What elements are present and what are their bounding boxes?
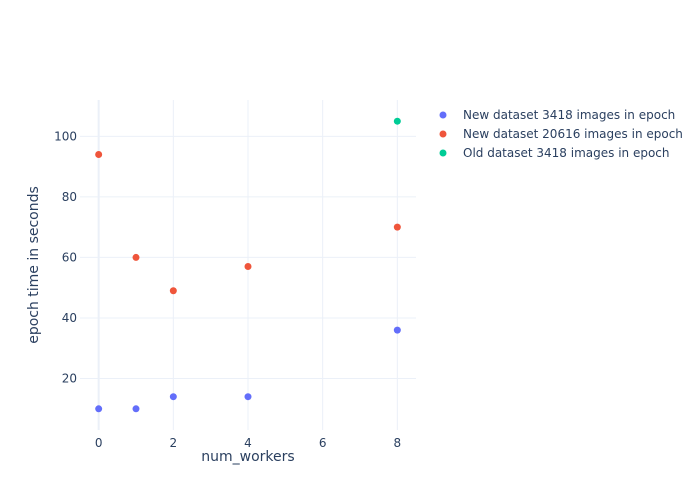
legend[interactable]: New dataset 3418 images in epoch New data… [439,108,683,160]
legend-marker [439,130,447,138]
x-axis-title: num_workers [201,449,294,465]
data-point[interactable] [169,393,177,401]
data-point[interactable] [244,263,252,271]
series-1 [95,326,401,413]
legend-label: New dataset 3418 images in epoch [463,108,675,122]
y-tick-label: 20 [62,372,77,386]
data-point[interactable] [95,150,103,158]
x-tick-label: 6 [319,436,327,450]
legend-marker [439,111,447,119]
legend-marker [439,149,447,157]
data-point[interactable] [95,405,103,413]
x-tick-label: 8 [394,436,402,450]
x-tick-label: 0 [95,436,103,450]
data-point[interactable] [169,287,177,295]
x-tick-label: 4 [244,436,252,450]
data-point[interactable] [393,117,401,125]
series-3 [393,117,401,125]
legend-item[interactable]: New dataset 3418 images in epoch [439,108,676,122]
data-point[interactable] [244,393,252,401]
y-tick-label: 80 [62,190,77,204]
data-point[interactable] [132,405,140,413]
data-point[interactable] [393,223,401,231]
y-axis-title: epoch time in seconds [26,186,42,344]
data-point[interactable] [132,253,140,261]
data-points[interactable] [95,117,401,413]
legend-item[interactable]: New dataset 20616 images in epoch [439,127,683,141]
y-tick-label: 60 [62,250,77,264]
y-tick-label: 100 [54,129,77,143]
legend-item[interactable]: Old dataset 3418 images in epoch [439,146,670,160]
series-2 [95,150,401,295]
y-tick-labels: 20 40 60 80 100 [54,129,77,385]
legend-label: Old dataset 3418 images in epoch [463,146,670,160]
x-tick-label: 2 [170,436,178,450]
data-point[interactable] [393,326,401,334]
x-tick-labels: 0 2 4 6 8 [95,436,401,450]
y-tick-label: 40 [62,311,77,325]
legend-label: New dataset 20616 images in epoch [463,127,683,141]
